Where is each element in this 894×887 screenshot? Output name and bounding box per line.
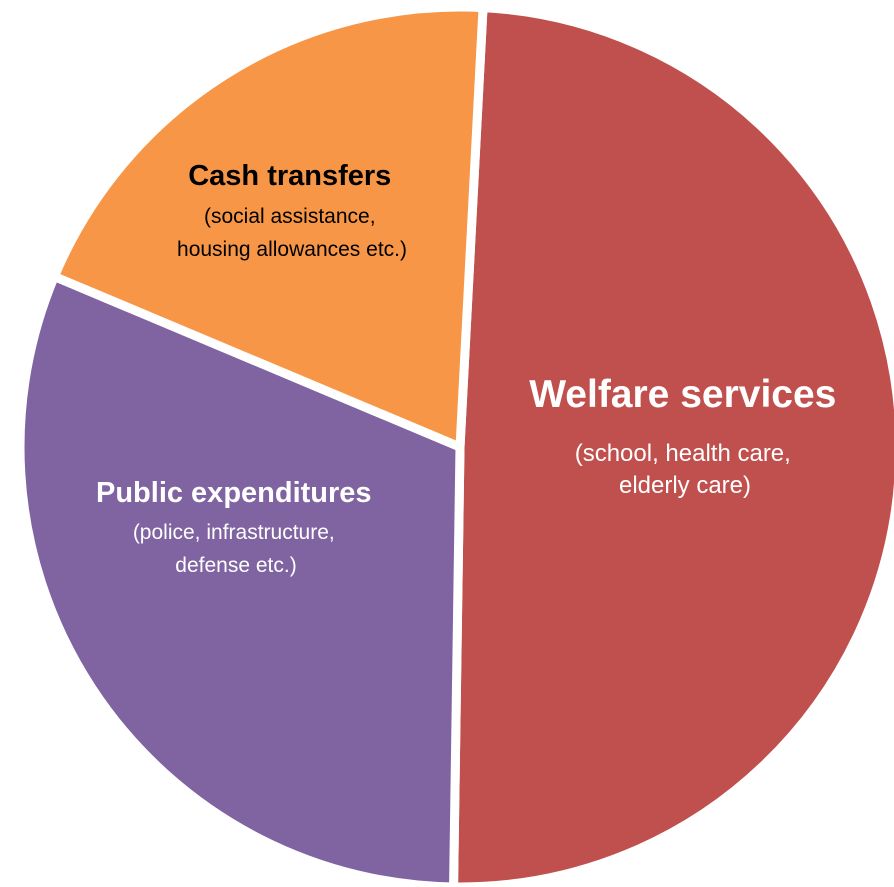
pie-slice-cash-transfers: [48, 2, 488, 454]
pie-slices: [15, 2, 894, 887]
label-cash-transfers: Cash transfers (social assistance, housi…: [177, 160, 407, 261]
label-welfare-services-title: Welfare services: [529, 373, 836, 416]
label-cash-transfers-title: Cash transfers: [188, 160, 391, 192]
label-cash-transfers-detail-1: (social assistance,: [204, 205, 376, 228]
label-cash-transfers-detail-2: housing allowances etc.): [177, 238, 407, 261]
label-public-expenditures-detail-1: (police, infrastructure,: [133, 521, 335, 544]
label-welfare-services-detail-1: (school, health care,: [575, 440, 791, 467]
pie-slice-welfare-services: [449, 2, 894, 887]
label-welfare-services: Welfare services (school, health care, e…: [529, 373, 841, 499]
label-welfare-services-detail-2: elderly care): [619, 472, 751, 499]
label-public-expenditures: Public expenditures (police, infrastruct…: [96, 477, 376, 577]
pie-slice-public-expenditures: [15, 270, 465, 887]
label-public-expenditures-detail-2: defense etc.): [175, 554, 296, 577]
label-public-expenditures-title: Public expenditures: [96, 477, 372, 509]
